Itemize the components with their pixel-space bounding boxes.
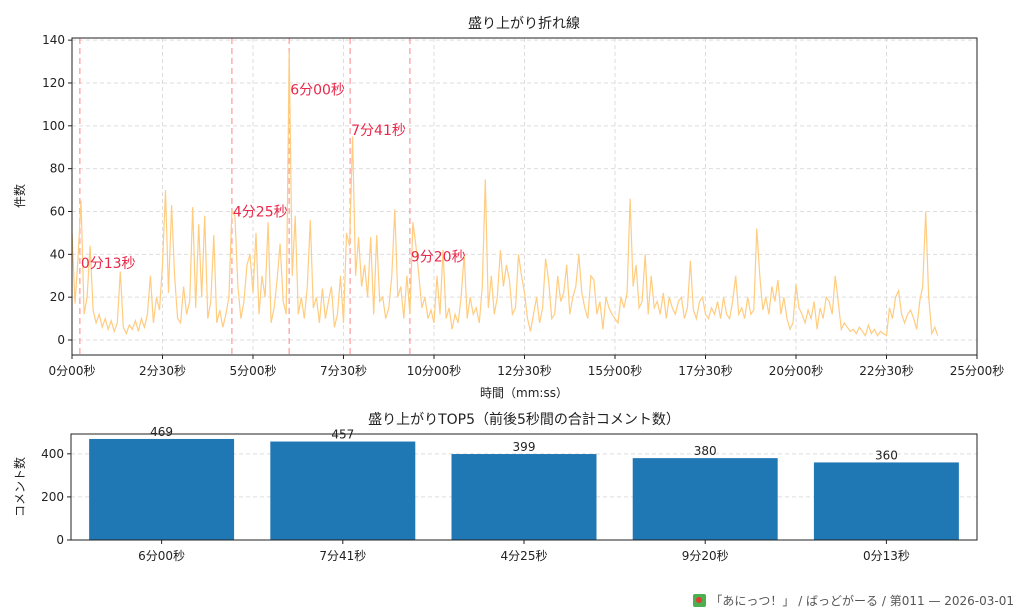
peak-markers: [79, 38, 411, 355]
bar-value-label: 380: [694, 444, 717, 458]
bar-chart-title: 盛り上がりTOP5（前後5秒間の合計コメント数）: [368, 411, 680, 428]
line-chart: 盛り上がり折れ線 0分13秒 4分25秒 6分00秒 7分41秒 9分20秒 0分00秒…: [12, 16, 1004, 400]
x-tick-label: 12分30秒: [497, 364, 552, 378]
anime-logo-icon: [693, 594, 707, 607]
y-tick-label: 60: [50, 204, 65, 218]
bar-value-label: 457: [331, 428, 354, 442]
y-tick-label: 0: [57, 333, 65, 347]
x-axis-ticks: 0分00秒 2分30秒 5分00秒 7分30秒 10分00秒 12分30秒 15分00秒 17…: [49, 355, 1005, 378]
bar-y-tick-label: 0: [56, 533, 64, 547]
x-tick-label: 0分00秒: [49, 364, 96, 378]
footer: 「あにっつ！」 / ばっどがーる / 第011 — 2026-03-01: [693, 592, 1014, 609]
x-tick-label: 10分00秒: [407, 364, 462, 378]
y-tick-label: 20: [50, 290, 65, 304]
y-axis-ticks: 0 20 40 60 80 100 120 140: [42, 33, 72, 347]
y-tick-label: 40: [50, 247, 65, 261]
bars: 469 457 399 380 360: [89, 425, 959, 540]
bar: [813, 462, 959, 540]
x-tick-label: 5分00秒: [230, 364, 277, 378]
line-chart-grid: [71, 38, 978, 355]
line-series: [71, 50, 939, 338]
bar-y-tick-label: 400: [41, 447, 64, 461]
bar-x-tick-label: 0分13秒: [863, 549, 910, 563]
bar-value-label: 469: [150, 425, 173, 439]
footer-text: 「あにっつ！」 / ばっどがーる / 第011 — 2026-03-01: [710, 594, 1014, 608]
bar-value-label: 360: [875, 448, 898, 462]
x-tick-label: 2分30秒: [139, 364, 186, 378]
x-tick-label: 25分00秒: [950, 364, 1005, 378]
peak-annotations: 0分13秒 4分25秒 6分00秒 7分41秒 9分20秒: [81, 82, 466, 271]
x-axis-label: 時間（mm:ss）: [480, 386, 568, 400]
x-tick-label: 20分00秒: [769, 364, 824, 378]
bar-y-tick-label: 200: [41, 490, 64, 504]
bar-x-tick-label: 7分41秒: [319, 549, 366, 563]
peak-label: 6分00秒: [290, 82, 345, 98]
peak-label: 7分41秒: [351, 123, 406, 139]
bar: [451, 454, 597, 540]
bar-value-label: 399: [513, 440, 536, 454]
bar-chart: 盛り上がりTOP5（前後5秒間の合計コメント数） 469 457 399 380 360…: [12, 411, 978, 563]
line-chart-title: 盛り上がり折れ線: [468, 16, 580, 32]
bar-x-tick-label: 6分00秒: [138, 549, 185, 563]
x-tick-label: 7分30秒: [320, 364, 367, 378]
x-tick-label: 22分30秒: [859, 364, 914, 378]
x-tick-label: 15分00秒: [588, 364, 643, 378]
y-tick-label: 120: [42, 76, 65, 90]
y-tick-label: 80: [50, 162, 65, 176]
bar-y-axis-label: コメント数: [12, 457, 27, 517]
bar-x-axis-ticks: 6分00秒 7分41秒 4分25秒 9分20秒 0分13秒: [138, 540, 910, 563]
peak-label: 0分13秒: [81, 256, 136, 272]
x-tick-label: 17分30秒: [678, 364, 733, 378]
bar: [632, 458, 778, 540]
bar: [270, 441, 416, 540]
bar-x-tick-label: 9分20秒: [682, 549, 729, 563]
y-axis-label: 件数: [12, 184, 27, 208]
bar: [89, 438, 235, 540]
bar-x-tick-label: 4分25秒: [501, 549, 548, 563]
peak-label: 4分25秒: [233, 204, 288, 220]
y-tick-label: 100: [42, 119, 65, 133]
bar-y-axis-ticks: 0 200 400: [41, 447, 71, 547]
y-tick-label: 140: [42, 33, 65, 47]
peak-label: 9分20秒: [411, 249, 466, 265]
